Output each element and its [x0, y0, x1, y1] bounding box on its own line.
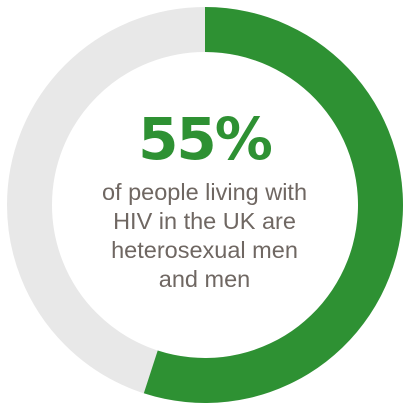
caption-line-2: HIV in the UK are — [113, 208, 296, 234]
caption-line-1: of people living with — [101, 179, 308, 205]
center-label: 55% of people living with HIV in the UK … — [60, 104, 349, 294]
caption-line-3: heterosexual men — [111, 237, 298, 263]
caption: of people living with HIV in the UK are … — [60, 178, 349, 294]
donut-value-segment — [143, 7, 403, 403]
percentage-value: 55% — [138, 105, 273, 173]
caption-line-4: and men — [158, 266, 251, 292]
